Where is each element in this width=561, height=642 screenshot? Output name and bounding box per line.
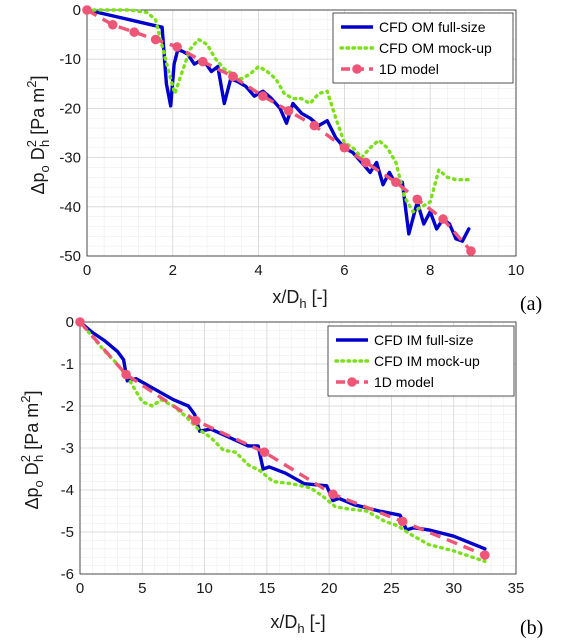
axes-frame bbox=[79, 321, 517, 575]
data-point-1d-model bbox=[339, 142, 350, 153]
y-tick-label: -6 bbox=[61, 566, 74, 583]
y-axis-label-d: D bbox=[22, 462, 42, 480]
x-tick-label: 30 bbox=[445, 580, 462, 597]
data-point-1d-model bbox=[283, 106, 294, 116]
data-point-1d-model bbox=[198, 56, 208, 67]
x-tick-label: 6 bbox=[340, 262, 348, 279]
series-line-mock-up bbox=[85, 8, 471, 214]
data-point-1d-model bbox=[82, 5, 92, 15]
data-point-1d-model bbox=[391, 177, 401, 187]
series-line-full-size bbox=[78, 320, 487, 551]
y-tick-label: -2 bbox=[61, 398, 74, 415]
legend-label: CFD IM mock-up bbox=[374, 353, 480, 369]
data-point-1d-model bbox=[75, 317, 85, 327]
x-tick-label: 35 bbox=[508, 580, 525, 597]
y-axis-label-delta: Δp bbox=[28, 172, 48, 194]
y-axis-label-superscript: 2 bbox=[18, 455, 33, 462]
x-tick-label: 4 bbox=[254, 262, 262, 279]
panel-label: (b) bbox=[520, 617, 543, 639]
data-point-1d-model bbox=[397, 516, 408, 527]
y-tick-label: -30 bbox=[59, 150, 81, 167]
y-axis-label-unit-superscript: 2 bbox=[18, 396, 33, 403]
chart-panel-b: 0 5 10 15 20 25 30 35 0 -1 -2 -3 -4 -5 -6 CFD IM full-s… bbox=[18, 314, 543, 639]
axes-frame bbox=[86, 9, 517, 257]
x-tick-label: 10 bbox=[508, 262, 525, 279]
y-tick-label: -40 bbox=[59, 199, 81, 216]
legend-marker bbox=[352, 64, 362, 74]
data-point-1d-model bbox=[412, 194, 423, 205]
y-tick-label: -3 bbox=[61, 440, 74, 457]
x-tick-label: 5 bbox=[138, 580, 146, 597]
x-tick-label: 0 bbox=[76, 580, 84, 597]
data-point-1d-model bbox=[309, 120, 320, 131]
y-axis-label-unit-end: ] bbox=[28, 75, 48, 80]
data-point-1d-model bbox=[328, 489, 338, 500]
x-tick-label: 10 bbox=[196, 580, 213, 597]
data-point-1d-model bbox=[258, 91, 268, 101]
x-axis-label-unit: [-] bbox=[307, 287, 328, 307]
legend-label: CFD OM full-size bbox=[379, 19, 486, 35]
legend: CFD OM full-size CFD OM mock-up 1D model bbox=[332, 12, 514, 84]
data-point-1d-model bbox=[191, 415, 201, 426]
legend-marker bbox=[347, 377, 357, 387]
x-axis-label-main: x/D bbox=[270, 612, 297, 632]
y-tick-label: -50 bbox=[59, 248, 81, 265]
legend-box bbox=[332, 12, 514, 84]
y-axis-label-subscript: o bbox=[31, 480, 46, 487]
x-tick-label: 2 bbox=[169, 262, 177, 279]
legend: CFD IM full-size CFD IM mock-up 1D model bbox=[327, 325, 515, 397]
x-axis-label: x/Dh [-] bbox=[272, 287, 327, 311]
data-point-1d-model bbox=[438, 214, 448, 224]
x-tick-label: 0 bbox=[83, 262, 91, 279]
y-axis-label-unit: [Pa m bbox=[22, 403, 42, 455]
legend-label: CFD OM mock-up bbox=[379, 40, 492, 56]
data-point-1d-model bbox=[129, 27, 139, 37]
y-tick-label: 0 bbox=[66, 314, 74, 331]
y-axis-label-delta: Δp bbox=[22, 487, 42, 509]
data-point-1d-model bbox=[466, 246, 476, 256]
data-point-1d-model bbox=[480, 550, 490, 560]
x-axis-label-unit: [-] bbox=[305, 612, 326, 632]
legend-label: 1D model bbox=[374, 374, 434, 390]
x-tick-label: 15 bbox=[259, 580, 276, 597]
y-tick-label: 0 bbox=[73, 2, 81, 19]
y-tick-label: -20 bbox=[59, 100, 81, 117]
x-tick-label: 8 bbox=[426, 262, 434, 279]
series-line-mock-up bbox=[78, 320, 487, 564]
data-point-1d-model bbox=[361, 157, 371, 168]
x-axis-label: x/Dh [-] bbox=[270, 612, 325, 636]
y-tick-label: -10 bbox=[59, 51, 81, 68]
data-point-1d-model bbox=[172, 42, 182, 52]
x-axis-label-subscript: h bbox=[299, 296, 306, 311]
series-line-1d-model bbox=[86, 8, 473, 253]
data-point-1d-model bbox=[150, 34, 161, 45]
y-axis-label-subscript: h bbox=[37, 140, 52, 147]
y-tick-label: -1 bbox=[61, 356, 74, 373]
y-axis-label-unit-end: ] bbox=[22, 390, 42, 395]
y-axis-label-unit-superscript: 2 bbox=[24, 81, 39, 88]
panel-label: (a) bbox=[520, 293, 542, 315]
legend-label: CFD IM full-size bbox=[374, 332, 474, 348]
data-point-1d-model bbox=[259, 447, 270, 458]
y-axis-label: Δpo D2h [Pa m2] bbox=[18, 390, 46, 509]
data-point-1d-model bbox=[228, 71, 238, 82]
data-point-1d-model bbox=[107, 19, 118, 30]
y-axis-label-subscript: h bbox=[31, 455, 46, 462]
y-tick-label: -5 bbox=[61, 524, 74, 541]
y-axis-label: Δpo D2h [Pa m2] bbox=[24, 75, 52, 194]
y-axis-label-superscript: 2 bbox=[24, 140, 39, 147]
data-point-1d-model bbox=[121, 369, 131, 380]
y-axis-label-subscript: o bbox=[37, 165, 52, 172]
x-axis-label-subscript: h bbox=[297, 621, 304, 636]
y-axis-label-d: D bbox=[28, 147, 48, 165]
x-axis-label-main: x/D bbox=[272, 287, 299, 307]
x-tick-label: 25 bbox=[383, 580, 400, 597]
y-tick-label: -4 bbox=[61, 482, 74, 499]
legend-label: 1D model bbox=[379, 61, 439, 77]
y-axis-label-unit: [Pa m bbox=[28, 88, 48, 140]
x-tick-label: 20 bbox=[321, 580, 338, 597]
